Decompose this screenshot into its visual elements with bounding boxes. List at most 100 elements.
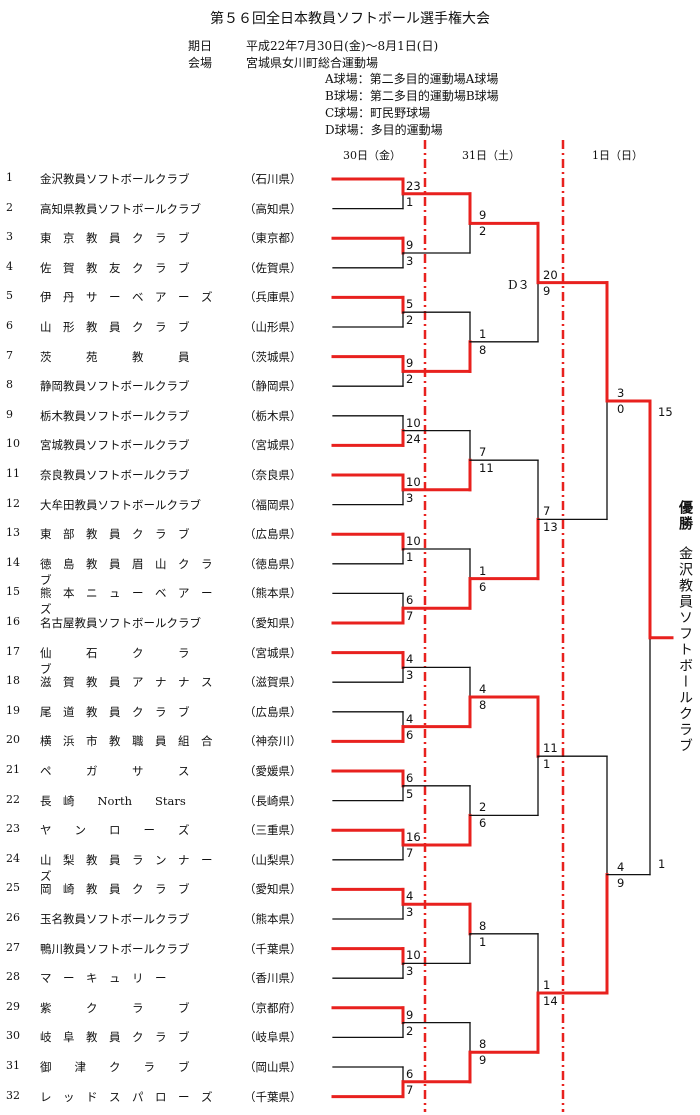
score-label: 1 xyxy=(479,563,487,578)
score-label: 10 xyxy=(406,534,421,548)
team-number: 31 xyxy=(6,1059,20,1072)
team-name: ペ ガ サ ス xyxy=(40,764,190,778)
team-prefecture: （佐賀県） xyxy=(244,260,302,275)
team-number: 28 xyxy=(6,970,20,984)
team-number: 7 xyxy=(6,348,13,362)
score-label: 2 xyxy=(406,1023,414,1038)
score-label: 1 xyxy=(543,757,551,772)
team-name: 伊 丹 サ ー ベ ア ー ズ xyxy=(40,290,213,305)
team-prefecture: （山梨県） xyxy=(244,852,302,867)
score-label: 7 xyxy=(479,445,487,460)
score-label: 3 xyxy=(406,668,414,683)
score-label: 6 xyxy=(406,770,414,785)
score-label: 9 xyxy=(479,208,487,223)
team-number: 30 xyxy=(6,1029,20,1043)
team-number: 9 xyxy=(6,407,13,421)
score-label: 23 xyxy=(406,178,421,193)
score-label: 16 xyxy=(406,830,421,844)
final-venue-label: D３ xyxy=(508,278,530,292)
team-number: 5 xyxy=(6,289,13,303)
score-label: 20 xyxy=(543,267,558,282)
team-name: 御 津 ク ラ ブ xyxy=(40,1060,190,1074)
team-name: 高知県教員ソフトボールクラブ xyxy=(40,201,201,216)
team-name: 滋 賀 教 員 ア ナ ナ ス xyxy=(40,675,213,690)
day-header-2: 31日（土） xyxy=(462,149,520,162)
venue-value: 宮城県女川町総合運動場 xyxy=(246,56,379,70)
team-number: 18 xyxy=(6,674,20,688)
team-prefecture: （愛知県） xyxy=(244,882,302,897)
date-value: 平成22年7月30日(金)～8月1日(日) xyxy=(246,39,439,53)
team-prefecture: （茨城県） xyxy=(244,349,302,364)
score-label: 4 xyxy=(617,859,625,874)
team-number: 1 xyxy=(6,171,13,184)
team-number: 27 xyxy=(6,940,20,954)
score-label: 3 xyxy=(406,964,414,979)
score-label: 2 xyxy=(479,224,487,239)
score-label: 9 xyxy=(543,283,551,298)
team-number: 6 xyxy=(6,319,13,332)
team-prefecture: （石川県） xyxy=(244,172,302,186)
team-prefecture: （三重県） xyxy=(244,823,302,838)
score-label: 3 xyxy=(406,254,414,268)
team-number: 14 xyxy=(6,555,20,569)
team-prefecture: （徳島県） xyxy=(244,556,302,571)
team-prefecture: （岡山県） xyxy=(244,1060,302,1074)
team-name: 長 崎 North Stars xyxy=(40,793,186,808)
score-label: 7 xyxy=(543,504,551,519)
team-prefecture: （熊本県） xyxy=(244,586,302,601)
team-name: 仙 石 ク ラ ブ xyxy=(40,645,224,676)
score-label: 8 xyxy=(479,698,487,712)
team-prefecture: （愛媛県） xyxy=(244,764,302,778)
team-prefecture: （長崎県） xyxy=(244,793,302,808)
team-number: 26 xyxy=(6,911,20,924)
score-label: 4 xyxy=(406,889,414,904)
score-label: 7 xyxy=(406,609,414,624)
score-label: 1 xyxy=(543,978,551,992)
team-prefecture: （栃木県） xyxy=(244,408,302,423)
score-label: 5 xyxy=(406,297,414,312)
field-d: D球場：多目的運動場 xyxy=(325,123,443,137)
team-name: 東 部 教 員 ク ラ ブ xyxy=(40,527,190,542)
team-name: 金沢教員ソフトボールクラブ xyxy=(40,172,190,186)
team-prefecture: （高知県） xyxy=(244,201,302,216)
team-prefecture: （岐阜県） xyxy=(244,1030,302,1045)
score-label: 9 xyxy=(406,238,414,252)
score-label: 2 xyxy=(479,800,487,815)
score-label: 6 xyxy=(406,727,414,742)
team-name: 山 形 教 員 ク ラ ブ xyxy=(40,320,190,334)
score-label: 8 xyxy=(479,918,487,933)
team-prefecture: （千葉県） xyxy=(244,1089,302,1104)
team-name: 尾 道 教 員 ク ラ ブ xyxy=(40,704,190,719)
venue-label: 会場 xyxy=(188,56,213,70)
score-label: 9 xyxy=(617,875,625,890)
team-prefecture: （香川県） xyxy=(244,971,302,986)
team-number: 11 xyxy=(6,467,20,480)
score-label: 1 xyxy=(406,194,414,209)
team-number: 10 xyxy=(6,437,20,451)
day-header-1: 30日（金） xyxy=(343,149,401,162)
score-label: 13 xyxy=(543,520,558,535)
score-label: 10 xyxy=(406,948,421,963)
score-label: 11 xyxy=(479,461,494,476)
team-prefecture: （京都府） xyxy=(244,1000,302,1015)
team-prefecture: （静岡県） xyxy=(244,379,302,394)
team-name: 茨 苑 教 員 xyxy=(40,349,190,364)
team-prefecture: （広島県） xyxy=(244,704,302,719)
team-name: 大牟田教員ソフトボールクラブ xyxy=(40,497,201,512)
score-label: 1 xyxy=(406,550,414,564)
team-name: 岡 崎 教 員 ク ラ ブ xyxy=(40,882,190,897)
champion-label: 優勝 xyxy=(677,500,693,532)
team-number: 32 xyxy=(6,1088,20,1102)
team-name: 横 浜 市 教 職 員 組 合 xyxy=(40,734,213,749)
team-number: 2 xyxy=(6,200,13,214)
team-number: 23 xyxy=(6,822,20,836)
team-number: 21 xyxy=(6,763,20,776)
score-label: 5 xyxy=(406,786,414,801)
score-label: 24 xyxy=(406,431,421,446)
team-number: 20 xyxy=(6,733,20,747)
score-label: 1 xyxy=(479,326,487,341)
team-name: 名古屋教員ソフトボールクラブ xyxy=(40,616,201,630)
team-prefecture: （山形県） xyxy=(244,320,302,334)
score-label: 11 xyxy=(543,741,558,756)
